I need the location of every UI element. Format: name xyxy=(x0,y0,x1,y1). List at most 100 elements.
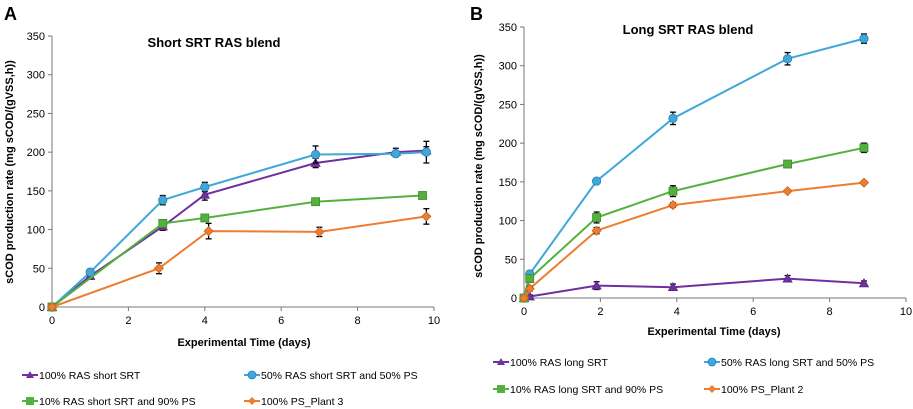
y-tick-label: 300 xyxy=(499,61,517,73)
legend-item: 10% RAS short SRT and 90% PS xyxy=(22,396,196,408)
y-tick-label: 200 xyxy=(27,147,45,159)
panel-letter-a: A xyxy=(4,4,17,24)
y-tick-label: 250 xyxy=(499,99,517,111)
series-line xyxy=(523,277,865,299)
y-tick-label: 200 xyxy=(499,138,517,150)
triangle-marker-icon xyxy=(26,371,34,378)
data-point xyxy=(524,283,535,294)
square-marker-icon xyxy=(26,397,34,405)
legend-label: 10% RAS long SRT and 90% PS xyxy=(510,384,663,396)
data-point xyxy=(200,213,210,223)
y-tick-label: 50 xyxy=(505,254,517,266)
data-point xyxy=(153,263,165,274)
data-point xyxy=(311,197,320,207)
data-point xyxy=(314,226,325,237)
legend-label: 100% RAS long SRT xyxy=(510,357,608,369)
legend: 100% RAS short SRT 50% RAS short SRT and… xyxy=(22,370,418,408)
series-circle xyxy=(519,33,869,303)
legend-label: 50% RAS long SRT and 50% PS xyxy=(721,357,874,369)
data-point xyxy=(421,211,432,222)
legend-item: 100% PS_Plant 2 xyxy=(704,384,803,396)
y-tick-label: 100 xyxy=(27,225,45,237)
legend-label: 100% RAS short SRT xyxy=(39,370,141,382)
series-line xyxy=(523,37,865,299)
data-point xyxy=(158,195,168,205)
y-axis-title: sCOD production rate (mg sCOD/(gVSS,h)) xyxy=(473,54,485,278)
series-line xyxy=(51,215,427,308)
legend-label: 100% PS_Plant 2 xyxy=(721,384,803,396)
series-square xyxy=(47,191,427,312)
legend-item: 10% RAS long SRT and 90% PS xyxy=(493,384,663,396)
data-point xyxy=(310,149,321,160)
y-tick-label: 350 xyxy=(499,22,517,34)
legend-label: 100% PS_Plant 3 xyxy=(261,396,343,408)
x-tick-label: 0 xyxy=(49,315,55,327)
x-tick-label: 10 xyxy=(428,315,440,327)
data-point xyxy=(859,34,869,44)
y-tick-label: 300 xyxy=(27,70,45,82)
data-point xyxy=(203,226,214,237)
plot-area xyxy=(46,140,432,313)
legend-item: 50% RAS short SRT and 50% PS xyxy=(244,370,418,382)
legend-label: 10% RAS short SRT and 90% PS xyxy=(39,396,196,408)
series-line xyxy=(523,146,865,299)
series-line xyxy=(51,149,427,308)
series-triangle xyxy=(46,145,432,311)
legend: 100% RAS long SRT 50% RAS long SRT and 5… xyxy=(493,357,874,396)
data-point xyxy=(46,301,58,313)
data-point xyxy=(782,54,793,64)
data-point xyxy=(858,277,870,288)
data-point xyxy=(525,274,535,284)
data-point xyxy=(199,189,210,199)
data-point xyxy=(391,149,401,159)
data-point xyxy=(859,143,869,153)
x-tick-label: 4 xyxy=(202,315,208,327)
data-point xyxy=(518,292,530,304)
x-tick-label: 4 xyxy=(674,306,680,318)
legend-item: 100% RAS long SRT xyxy=(493,357,608,369)
data-point xyxy=(782,273,793,283)
data-point xyxy=(85,267,95,277)
series-triangle xyxy=(518,273,870,302)
data-point xyxy=(591,225,602,236)
data-point xyxy=(592,213,601,222)
series-line xyxy=(51,151,427,308)
data-point xyxy=(591,280,602,290)
square-marker-icon xyxy=(497,385,505,393)
y-axis-title: sCOD production rate (mg sCOD/(gVSS,h)) xyxy=(4,60,16,284)
plot-area xyxy=(518,33,870,304)
panel-letter-b: B xyxy=(470,4,483,24)
circle-marker-icon xyxy=(707,357,717,367)
data-point xyxy=(418,191,427,200)
series-diamond xyxy=(518,177,870,304)
y-tick-label: 0 xyxy=(39,302,45,314)
y-tick-label: 0 xyxy=(511,293,517,305)
x-tick-label: 8 xyxy=(355,315,361,327)
y-tick-label: 100 xyxy=(499,216,517,228)
data-point xyxy=(783,159,792,169)
data-point xyxy=(421,147,431,157)
legend-item: 50% RAS long SRT and 50% PS xyxy=(704,357,874,369)
panel-a: A Short SRT RAS blend Experimental Time … xyxy=(4,4,440,408)
chart-title: Long SRT RAS blend xyxy=(623,22,754,37)
diamond-marker-icon xyxy=(708,385,716,393)
y-tick-label: 250 xyxy=(27,108,45,120)
series-diamond xyxy=(46,208,432,313)
data-point xyxy=(668,186,678,196)
circle-marker-icon xyxy=(247,370,257,380)
legend-item: 100% RAS short SRT xyxy=(22,370,141,382)
y-tick-label: 350 xyxy=(27,31,45,43)
x-tick-label: 6 xyxy=(278,315,284,327)
series-circle xyxy=(47,140,431,312)
axes: 0 50 100 150 200 250 300 350 0 2 4 6 8 10 xyxy=(499,22,912,318)
x-tick-label: 0 xyxy=(521,306,527,318)
panel-b: B Long SRT RAS blend Experimental Time (… xyxy=(470,4,912,396)
series-line xyxy=(51,194,423,308)
y-tick-label: 150 xyxy=(27,186,45,198)
x-tick-label: 6 xyxy=(750,306,756,318)
data-point xyxy=(667,281,679,292)
x-tick-label: 8 xyxy=(827,306,833,318)
x-axis-title: Experimental Time (days) xyxy=(177,337,310,349)
legend-item: 100% PS_Plant 3 xyxy=(244,396,343,408)
